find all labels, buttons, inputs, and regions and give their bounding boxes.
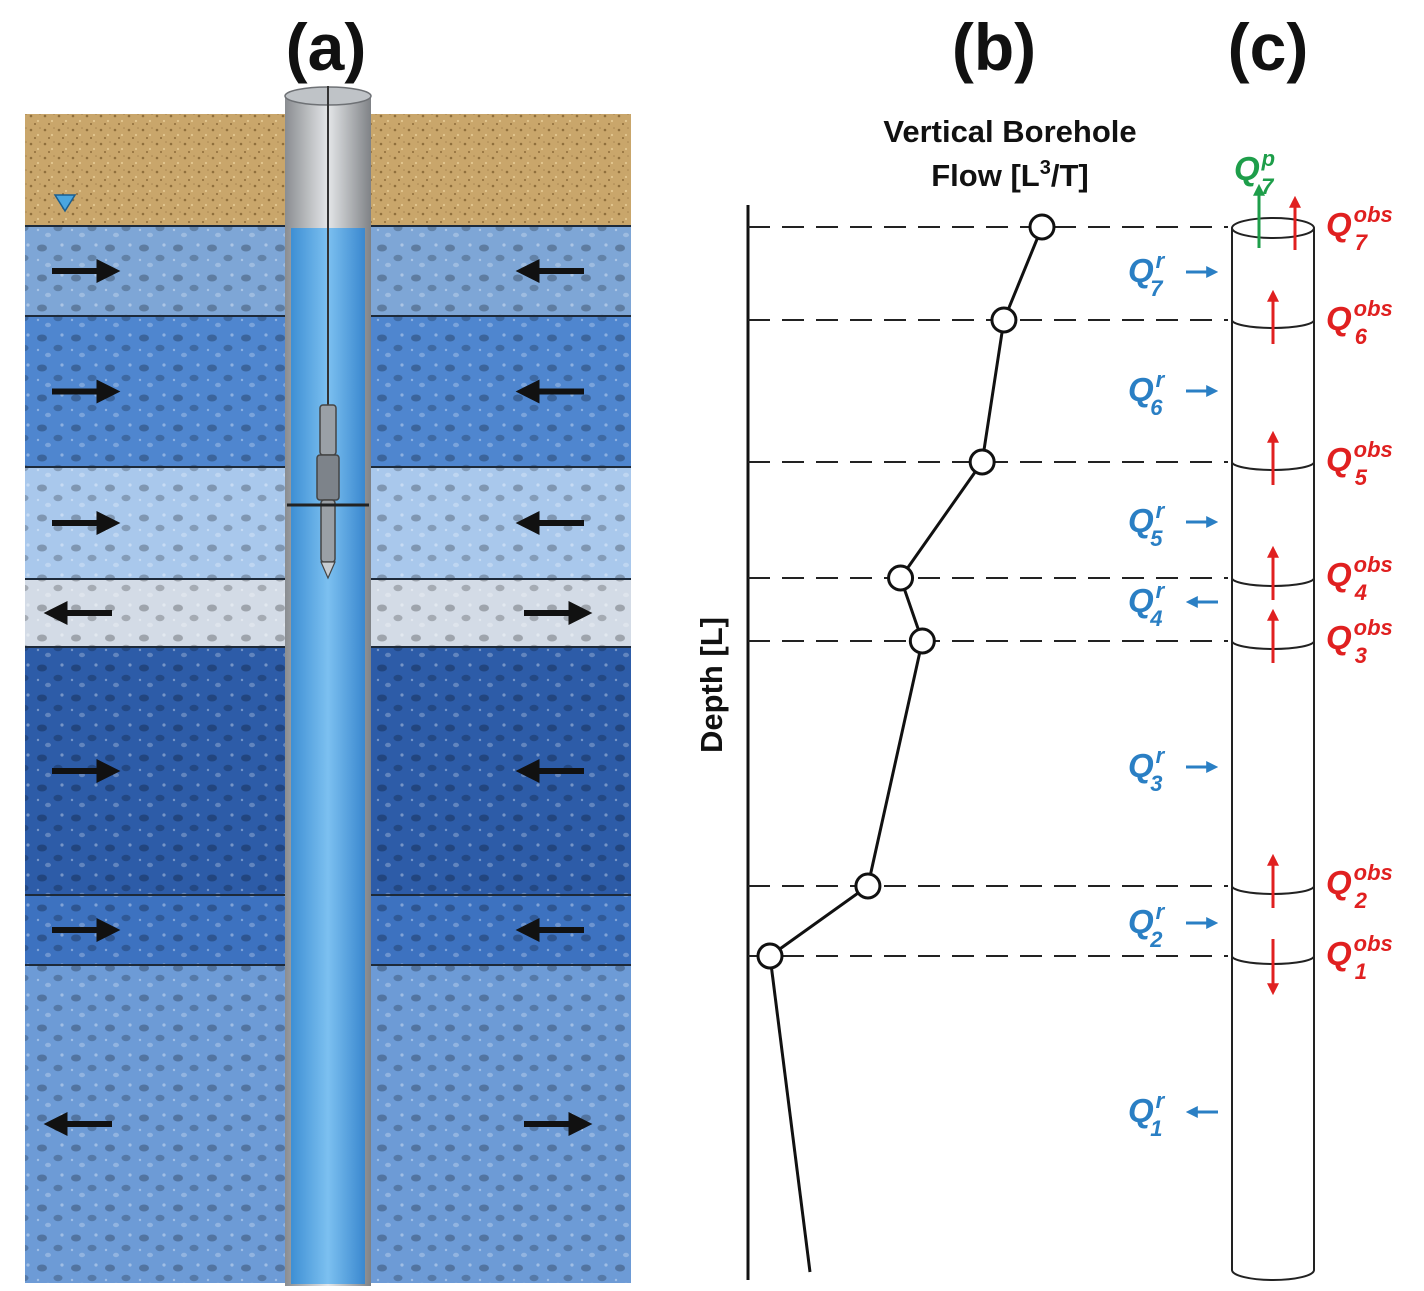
flow-profile-point	[887, 564, 915, 592]
flow-profile-line	[769, 226, 1044, 958]
flow-profile-point	[990, 306, 1018, 334]
recharge-labels: Qr 7 Qr 6 Qr 5 Qr 4 Qr 3 Qr 2 Qr 1	[1128, 248, 1219, 1141]
flow-profile-series	[756, 213, 1056, 1273]
recharge-label: Qr 1	[1128, 1088, 1166, 1141]
schematic-top	[1231, 217, 1315, 239]
water-table-icon	[53, 194, 77, 213]
observed-flow-label: Qobs 3	[1326, 615, 1393, 668]
observed-flow-label: Qobs 6	[1326, 296, 1393, 349]
depth-axis-title: Depth [L]	[694, 617, 729, 753]
pumping-flow-label: Qp 7	[1234, 146, 1275, 199]
flow-profile-point	[908, 627, 936, 655]
flow-axis-title-line2: Flow [L3/T]	[931, 157, 1088, 193]
layer-flow-arrows	[43, 259, 593, 1136]
panel-b-flow-profile: Vertical Borehole Flow [L3/T] Depth [L]	[694, 114, 1228, 1280]
flow-profile-point	[854, 872, 882, 900]
observed-flow-label: Qobs 5	[1326, 437, 1393, 490]
observed-flow-label: Qobs 1	[1326, 931, 1393, 984]
flowmeter-probe	[287, 404, 369, 580]
recharge-label: Qr 6	[1128, 367, 1166, 420]
panel-label-c: (c)	[1228, 10, 1309, 84]
recharge-label: Qr 7	[1128, 248, 1166, 301]
panel-a-cross-section	[25, 86, 631, 1286]
observed-flow-label: Qobs 7	[1326, 202, 1393, 255]
flow-profile-tail	[768, 955, 812, 1273]
recharge-label: Qr 4	[1128, 578, 1166, 631]
observed-flow-labels: Qobs 7 Qobs 6 Qobs 5 Qobs 4 Qobs 3 Qobs 2 Qobs 1	[1326, 202, 1393, 984]
recharge-label: Qr 2	[1128, 899, 1166, 952]
flow-profile-point	[756, 942, 784, 970]
flow-profile-point	[1028, 213, 1056, 241]
flow-axis-title-line1: Vertical Borehole	[883, 114, 1136, 149]
recharge-label: Qr 3	[1128, 743, 1166, 796]
observed-flow-label: Qobs 4	[1326, 552, 1393, 605]
panel-label-b: (b)	[952, 10, 1036, 84]
observed-flow-label: Qobs 2	[1326, 860, 1393, 913]
panel-label-a: (a)	[286, 10, 367, 84]
recharge-label: Qr 5	[1128, 498, 1166, 551]
pumping-label: Qp 7	[1234, 146, 1275, 248]
station-dashed-lines	[748, 226, 1228, 957]
observed-flow-arrows	[1267, 195, 1301, 996]
schematic-bottom	[1231, 1269, 1315, 1281]
flow-profile-point	[968, 448, 996, 476]
